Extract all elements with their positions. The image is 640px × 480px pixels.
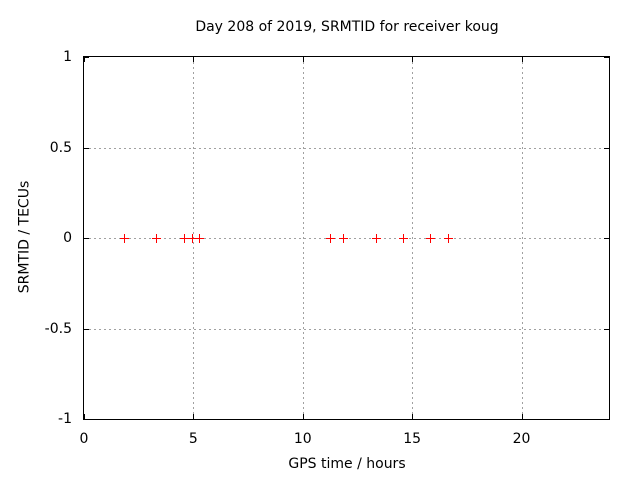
data-point-marker bbox=[444, 234, 453, 243]
y-tick-label: -1 bbox=[58, 411, 72, 427]
plot-area bbox=[83, 56, 610, 420]
y-tick-label: 0.5 bbox=[49, 140, 72, 156]
x-tick-label: 5 bbox=[188, 431, 198, 447]
marker-vertical-bar bbox=[403, 234, 404, 243]
x-tick-mark bbox=[522, 57, 523, 62]
x-tick-mark bbox=[84, 414, 85, 419]
data-point-marker bbox=[120, 234, 129, 243]
data-point-marker bbox=[426, 234, 435, 243]
y-tick-mark bbox=[84, 238, 89, 239]
x-tick-mark bbox=[412, 414, 413, 419]
data-point-marker bbox=[152, 234, 161, 243]
x-tick-mark bbox=[193, 414, 194, 419]
y-tick-mark bbox=[84, 57, 89, 58]
y-tick-label: 0 bbox=[63, 230, 72, 246]
y-tick-label: -0.5 bbox=[44, 321, 72, 337]
x-tick-mark bbox=[193, 57, 194, 62]
y-gridline bbox=[84, 148, 609, 149]
data-point-marker bbox=[188, 234, 197, 243]
y-tick-mark bbox=[604, 238, 609, 239]
marker-vertical-bar bbox=[156, 234, 157, 243]
x-tick-label: 20 bbox=[512, 431, 531, 447]
marker-vertical-bar bbox=[330, 234, 331, 243]
y-tick-mark bbox=[84, 148, 89, 149]
y-tick-mark bbox=[84, 419, 89, 420]
x-tick-label: 15 bbox=[403, 431, 422, 447]
y-tick-label: 1 bbox=[63, 49, 72, 65]
marker-vertical-bar bbox=[430, 234, 431, 243]
y-tick-mark bbox=[604, 419, 609, 420]
marker-vertical-bar bbox=[343, 234, 344, 243]
x-tick-label: 0 bbox=[79, 431, 89, 447]
marker-vertical-bar bbox=[124, 234, 125, 243]
marker-vertical-bar bbox=[448, 234, 449, 243]
marker-vertical-bar bbox=[192, 234, 193, 243]
y-tick-mark bbox=[84, 329, 89, 330]
marker-vertical-bar bbox=[184, 234, 185, 243]
data-point-marker bbox=[372, 234, 381, 243]
data-point-marker bbox=[339, 234, 348, 243]
x-tick-mark bbox=[84, 57, 85, 62]
data-point-marker bbox=[326, 234, 335, 243]
y-tick-mark bbox=[604, 329, 609, 330]
x-axis-label: GPS time / hours bbox=[288, 456, 406, 472]
x-tick-mark bbox=[303, 57, 304, 62]
data-point-marker bbox=[399, 234, 408, 243]
data-point-marker bbox=[180, 234, 189, 243]
data-point-marker bbox=[195, 234, 204, 243]
chart-title: Day 208 of 2019, SRMTID for receiver kou… bbox=[195, 19, 499, 35]
x-tick-mark bbox=[412, 57, 413, 62]
y-tick-mark bbox=[604, 148, 609, 149]
y-tick-mark bbox=[604, 57, 609, 58]
marker-vertical-bar bbox=[376, 234, 377, 243]
x-tick-mark bbox=[522, 414, 523, 419]
x-tick-mark bbox=[303, 414, 304, 419]
marker-vertical-bar bbox=[199, 234, 200, 243]
x-tick-label: 10 bbox=[293, 431, 312, 447]
y-gridline bbox=[84, 329, 609, 330]
